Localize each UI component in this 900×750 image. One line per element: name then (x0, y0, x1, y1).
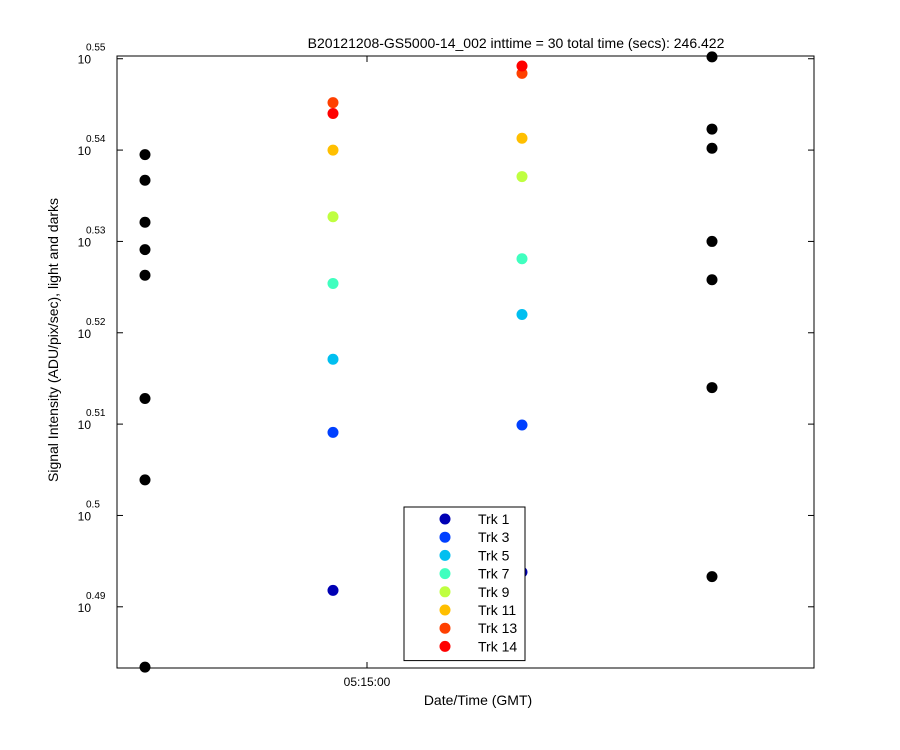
dark-point (139, 216, 151, 228)
y-tick-exponent: 0.52 (86, 317, 106, 328)
trk-point (516, 132, 528, 144)
dark-point (139, 661, 151, 673)
dark-point (139, 244, 151, 256)
trk-point (516, 253, 528, 265)
legend-label: Trk 3 (478, 529, 510, 545)
dark-point (706, 382, 718, 394)
legend-label: Trk 14 (478, 638, 517, 654)
dark-point (139, 474, 151, 486)
dark-point (139, 269, 151, 281)
y-tick-exponent: 0.49 (86, 591, 106, 602)
trk-point (516, 60, 528, 72)
trk-point (327, 426, 339, 438)
y-tick-label: 10 (78, 144, 92, 158)
x-axis: 05:15:00 (344, 56, 391, 689)
y-tick-label: 10 (78, 418, 92, 432)
dark-point (706, 235, 718, 247)
trk-point (516, 309, 528, 321)
y-axis: 100.49100.5100.51100.52100.53100.54100.5… (78, 43, 814, 615)
trk-point (327, 584, 339, 596)
y-tick-exponent: 0.51 (86, 408, 106, 419)
legend-label: Trk 13 (478, 620, 517, 636)
dark-point (706, 51, 718, 63)
dark-point (706, 142, 718, 154)
legend-marker (439, 531, 451, 543)
trk-point (327, 277, 339, 289)
dark-point (706, 123, 718, 135)
y-tick-exponent: 0.54 (86, 134, 106, 145)
plot-area (116, 55, 815, 669)
trk-point (327, 108, 339, 120)
trk-point (327, 144, 339, 156)
legend-marker (439, 549, 451, 561)
legend-box (403, 506, 526, 662)
trk-point (327, 353, 339, 365)
dark-point (139, 174, 151, 186)
legend-marker (439, 513, 451, 525)
dark-point (706, 571, 718, 583)
legend-marker (439, 640, 451, 652)
trk-point (327, 211, 339, 223)
legend-label: Trk 11 (478, 602, 516, 618)
dark-point (139, 393, 151, 405)
dark-point (139, 149, 151, 161)
legend-marker (439, 622, 451, 634)
y-tick-label: 10 (78, 601, 92, 615)
x-axis-label: Date/Time (GMT) (424, 692, 532, 708)
legend-marker (439, 568, 451, 580)
legend-label: Trk 9 (478, 584, 510, 600)
chart-title: B20121208-GS5000-14_002 inttime = 30 tot… (308, 35, 725, 51)
y-tick-label: 10 (78, 509, 92, 523)
x-tick-label: 05:15:00 (344, 675, 391, 689)
legend-label: Trk 5 (478, 547, 510, 563)
y-axis-label: Signal Intensity (ADU/pix/sec), light an… (45, 198, 61, 482)
y-tick-label: 10 (78, 235, 92, 249)
legend-marker (439, 586, 451, 598)
y-tick-label: 10 (78, 53, 92, 67)
legend: Trk 1 Trk 3 Trk 5 Trk 7 Trk 9 Trk 11 Trk 13 Trk… (403, 506, 526, 662)
data-points (139, 51, 718, 673)
trk-point (516, 171, 528, 183)
y-tick-exponent: 0.5 (86, 499, 100, 510)
y-tick-exponent: 0.55 (86, 43, 106, 54)
trk-point (516, 419, 528, 431)
y-tick-exponent: 0.53 (86, 225, 106, 236)
dark-point (706, 274, 718, 286)
legend-marker (439, 604, 451, 616)
legend-label: Trk 7 (478, 566, 510, 582)
trk-point (327, 97, 339, 109)
y-tick-label: 10 (78, 327, 92, 341)
legend-label: Trk 1 (478, 511, 510, 527)
